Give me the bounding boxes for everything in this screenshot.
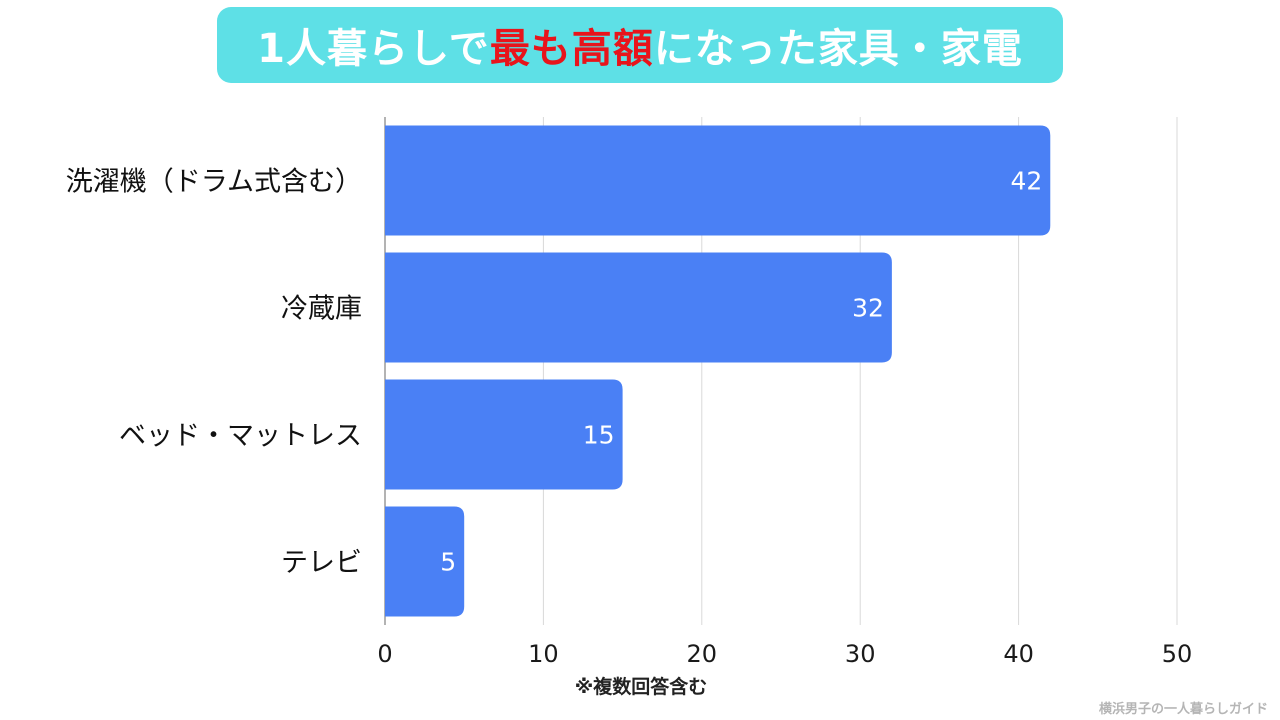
source-credit: 横浜男子の一人暮らしガイド bbox=[1098, 702, 1268, 717]
bar-3 bbox=[385, 379, 623, 490]
x-tick-label: 10 bbox=[528, 640, 559, 668]
title-part1: 1人暮らしで bbox=[257, 26, 490, 72]
category-label: ベッド・マットレス bbox=[119, 421, 362, 452]
bar-1 bbox=[385, 125, 1051, 236]
x-tick-label: 0 bbox=[377, 640, 392, 668]
bar-2 bbox=[385, 252, 892, 363]
labels: 0 10 20 30 40 50 42 洗濯機（ドラム式含む） 32 冷蔵庫 15 ベッド・マットレス… bbox=[66, 167, 1192, 669]
x-tick-label: 20 bbox=[687, 640, 718, 668]
category-label: 洗濯機（ドラム式含む） bbox=[66, 167, 362, 198]
x-tick-label: 30 bbox=[845, 640, 876, 668]
chart-title: 1人暮らしで 最も高額 になった家具・家電 bbox=[217, 7, 1063, 83]
bar-4 bbox=[385, 506, 465, 617]
bars bbox=[385, 125, 1051, 617]
category-label: 冷蔵庫 bbox=[281, 294, 362, 325]
bar-value-label: 15 bbox=[583, 421, 615, 450]
bar-value-label: 32 bbox=[852, 294, 884, 323]
title-part2: になった家具・家電 bbox=[653, 26, 1023, 72]
bar-value-label: 5 bbox=[440, 548, 456, 577]
title-highlight: 最も高額 bbox=[489, 26, 654, 72]
x-tick-label: 40 bbox=[1003, 640, 1034, 668]
footnote: ※複数回答含む bbox=[574, 676, 708, 698]
category-label: テレビ bbox=[281, 548, 362, 579]
bar-value-label: 42 bbox=[1010, 167, 1042, 196]
x-tick-label: 50 bbox=[1162, 640, 1193, 668]
